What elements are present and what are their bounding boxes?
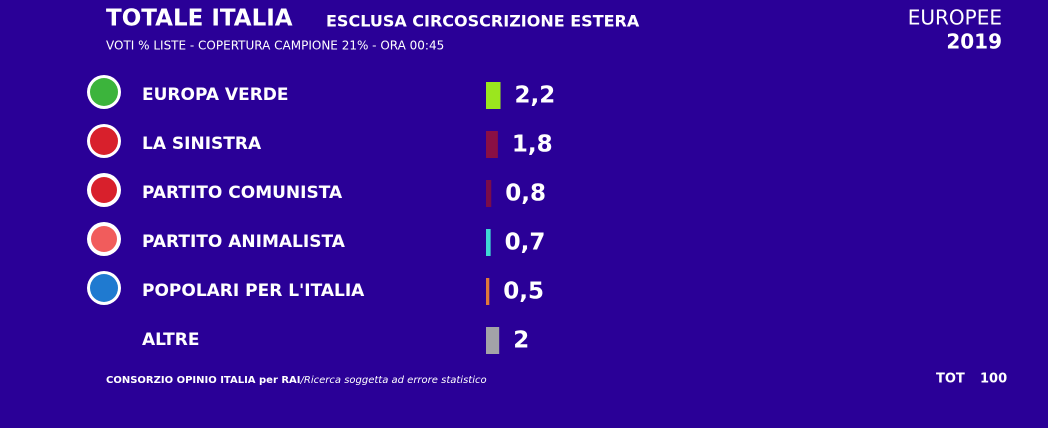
value-label: 0,5	[503, 279, 544, 305]
logos	[87, 75, 121, 305]
logo	[90, 78, 118, 106]
category-label: ALTRE	[142, 330, 199, 350]
chart-subtitle: ESCLUSA CIRCOSCRIZIONE ESTERA	[326, 12, 640, 31]
category-label: POPOLARI PER L'ITALIA	[142, 281, 365, 301]
value-label: 1,8	[512, 132, 553, 158]
bar	[486, 180, 492, 207]
logo	[90, 127, 118, 155]
logo	[91, 226, 117, 252]
bar	[486, 82, 501, 109]
value-label: 2,2	[515, 83, 556, 109]
category-label: EUROPA VERDE	[142, 85, 289, 105]
category-label: LA SINISTRA	[142, 134, 262, 154]
source-text: CONSORZIO OPINIO ITALIA per RAI	[106, 375, 301, 386]
source: CONSORZIO OPINIO ITALIA per RAI/Ricerca …	[106, 375, 487, 386]
value-label: 0,7	[505, 230, 546, 256]
chart-title: TOTALE ITALIA	[106, 6, 293, 32]
bar	[486, 327, 500, 354]
logo	[91, 177, 117, 203]
bar	[486, 278, 490, 305]
total-label: TOT	[936, 372, 965, 387]
value-label: 0,8	[505, 181, 546, 207]
bar	[486, 131, 498, 158]
brand: EUROPEE	[908, 6, 1002, 30]
category-label: PARTITO ANIMALISTA	[142, 232, 346, 252]
bar	[486, 229, 491, 256]
note: /Ricerca soggetta ad errore statistico	[300, 375, 487, 386]
category-label: PARTITO COMUNISTA	[142, 183, 343, 203]
value-label: 2	[513, 328, 529, 354]
logo	[90, 274, 118, 302]
total-value: 100	[980, 372, 1007, 387]
caption: VOTI % LISTE - COPERTURA CAMPIONE 21% - …	[106, 39, 444, 53]
year: 2019	[946, 30, 1002, 54]
